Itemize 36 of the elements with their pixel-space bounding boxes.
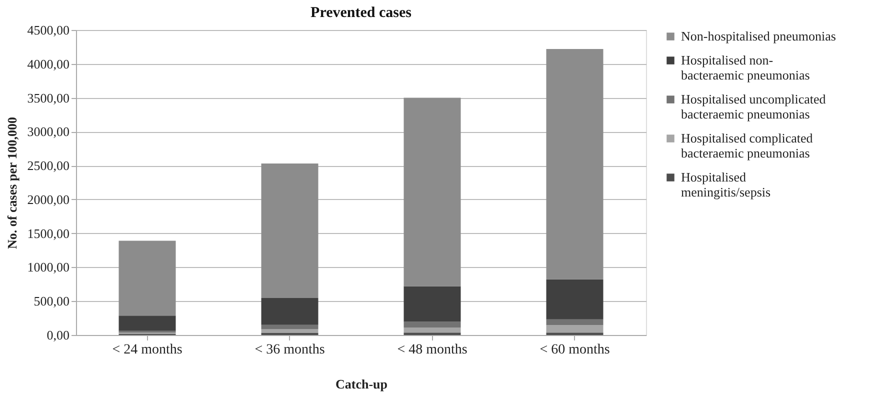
y-tick-label: 1000,00 <box>27 260 70 275</box>
legend-label: Hospitalised uncomplicated bacteraemic pneumonias <box>681 92 826 122</box>
y-tick-label: 3000,00 <box>27 124 70 140</box>
bar <box>546 325 604 333</box>
legend-label: Hospitalised complicated bacteraemic pneumonias <box>681 130 814 160</box>
legend-label: Hospitalised meningitis/sepsis <box>681 170 771 200</box>
y-tick-label: 500,00 <box>34 294 70 309</box>
y-tick-label: 2500,00 <box>27 158 70 174</box>
x-tick-label: < 24 months <box>112 342 182 358</box>
y-tick-label: 2000,00 <box>27 192 70 207</box>
x-tick-label: < 48 months <box>397 342 468 358</box>
bar <box>261 164 318 298</box>
y-axis-title: No. of cases per 100,000 <box>4 117 20 249</box>
bar <box>261 329 318 333</box>
chart-title: Prevented cases <box>310 5 412 21</box>
legend-label: Non-hospitalised pneumonias <box>681 28 836 44</box>
legend-label: Hospitalised non-bacteraemic pneumonias <box>681 52 810 82</box>
y-tick-label: 4000,00 <box>27 56 70 72</box>
bar <box>118 316 176 331</box>
y-tick-label: 1500,00 <box>27 226 70 241</box>
y-tick-label: 0,00 <box>46 328 70 342</box>
bar <box>404 328 461 333</box>
bar <box>546 48 604 280</box>
y-tick-label: 4500,00 <box>27 22 70 38</box>
bar <box>404 286 461 322</box>
bar <box>261 298 318 325</box>
x-tick-label: < 36 months <box>254 342 325 358</box>
bar <box>546 319 604 326</box>
y-tick-label: 3500,00 <box>27 90 70 106</box>
x-axis-title: Catch-up <box>335 376 388 392</box>
bar <box>404 98 461 286</box>
bar <box>404 322 461 328</box>
bar <box>261 324 318 330</box>
x-tick-label: < 60 months <box>540 342 610 358</box>
bar <box>118 240 176 316</box>
bar <box>546 279 604 320</box>
